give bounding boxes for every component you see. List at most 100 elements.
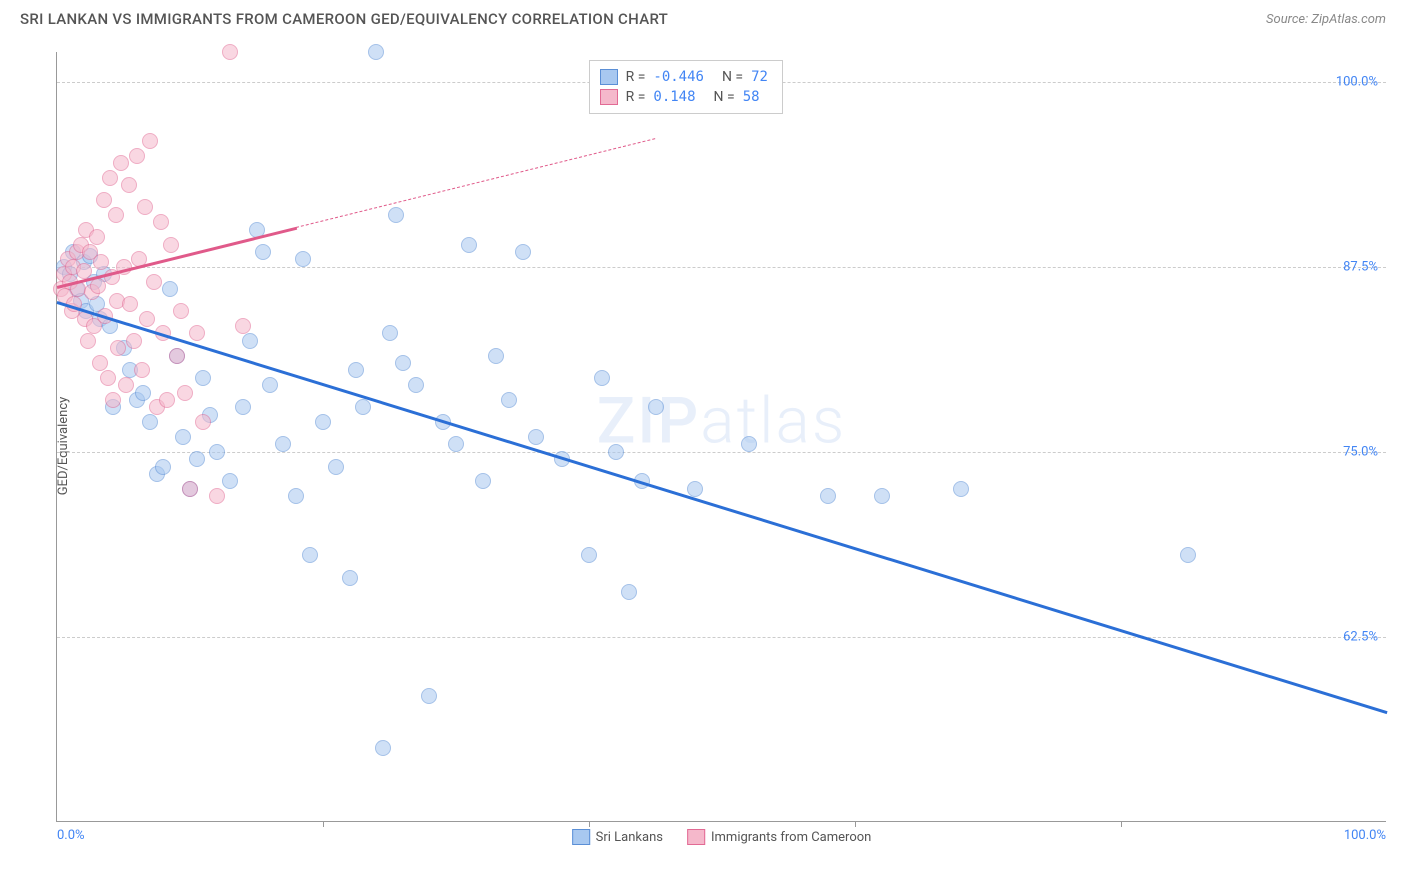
stats-row: R = 0.148N =58 [600,87,768,107]
scatter-point [118,377,134,393]
legend-item: Immigrants from Cameroon [687,829,871,845]
scatter-point [209,488,225,504]
watermark: ZIPatlas [597,384,847,459]
scatter-point [108,207,124,223]
x-tick [323,821,324,827]
scatter-point [475,473,491,489]
scatter-point [134,362,150,378]
scatter-point [953,481,969,497]
scatter-point [608,444,624,460]
n-label: N = [722,69,743,85]
scatter-point [594,370,610,386]
scatter-point [235,318,251,334]
scatter-point [621,584,637,600]
scatter-point [874,488,890,504]
scatter-point [395,355,411,371]
x-tick [589,821,590,827]
scatter-point [741,436,757,452]
stats-row: R =-0.446N =72 [600,67,768,87]
y-tick-label: 62.5% [1343,629,1378,644]
scatter-point [169,348,185,364]
scatter-point [182,481,198,497]
scatter-point [408,377,424,393]
scatter-point [89,229,105,245]
scatter-point [113,155,129,171]
scatter-point [102,170,118,186]
legend-label: Immigrants from Cameroon [711,830,871,845]
scatter-point [195,414,211,430]
legend-swatch [572,829,590,845]
legend-swatch [600,69,618,85]
scatter-point [581,547,597,563]
scatter-point [122,296,138,312]
scatter-point [189,325,205,341]
scatter-point [275,436,291,452]
scatter-point [146,274,162,290]
scatter-point [195,370,211,386]
legend-swatch [687,829,705,845]
scatter-point [328,459,344,475]
gridline-horizontal [57,267,1386,268]
scatter-point [126,333,142,349]
legend-item: Sri Lankans [572,829,663,845]
trend-line-dashed [296,138,655,228]
r-value: 0.148 [653,89,695,105]
source-label: Source: ZipAtlas.com [1266,12,1386,27]
scatter-point [1180,547,1196,563]
trend-line [57,301,1388,714]
scatter-point [96,192,112,208]
scatter-point [142,133,158,149]
y-tick-label: 87.5% [1343,259,1378,274]
scatter-point [488,348,504,364]
scatter-point [222,44,238,60]
scatter-point [139,311,155,327]
scatter-point [105,392,121,408]
scatter-point [288,488,304,504]
chart-title: SRI LANKAN VS IMMIGRANTS FROM CAMEROON G… [20,10,668,28]
n-label: N = [714,89,735,105]
legend-label: Sri Lankans [596,830,663,845]
y-tick-label: 75.0% [1343,444,1378,459]
scatter-point [375,740,391,756]
stats-box: R =-0.446N =72R = 0.148N =58 [589,60,783,114]
scatter-point [159,392,175,408]
scatter-point [528,429,544,445]
scatter-chart: ZIPatlas 62.5%75.0%87.5%100.0%0.0%100.0%… [56,52,1386,822]
scatter-point [235,399,251,415]
scatter-point [382,325,398,341]
scatter-point [93,254,109,270]
scatter-point [92,355,108,371]
scatter-point [461,237,477,253]
scatter-point [121,177,137,193]
scatter-point [175,429,191,445]
scatter-point [302,547,318,563]
scatter-point [177,385,193,401]
gridline-horizontal [57,637,1386,638]
scatter-point [162,281,178,297]
x-tick [1121,821,1122,827]
r-label: R = [626,69,646,85]
y-tick-label: 100.0% [1336,74,1378,89]
scatter-point [153,214,169,230]
scatter-point [687,481,703,497]
scatter-point [255,244,271,260]
scatter-point [135,385,151,401]
scatter-point [209,444,225,460]
scatter-point [501,392,517,408]
x-tick-label: 0.0% [57,828,85,843]
scatter-point [142,414,158,430]
scatter-point [173,303,189,319]
scatter-point [163,237,179,253]
scatter-point [129,148,145,164]
scatter-point [222,473,238,489]
scatter-point [189,451,205,467]
scatter-point [388,207,404,223]
scatter-point [110,340,126,356]
x-tick [855,821,856,827]
legend: Sri Lankans Immigrants from Cameroon [572,829,872,845]
scatter-point [348,362,364,378]
scatter-point [262,377,278,393]
scatter-point [155,459,171,475]
x-tick-label: 100.0% [1344,828,1386,843]
r-label: R = [626,89,646,105]
